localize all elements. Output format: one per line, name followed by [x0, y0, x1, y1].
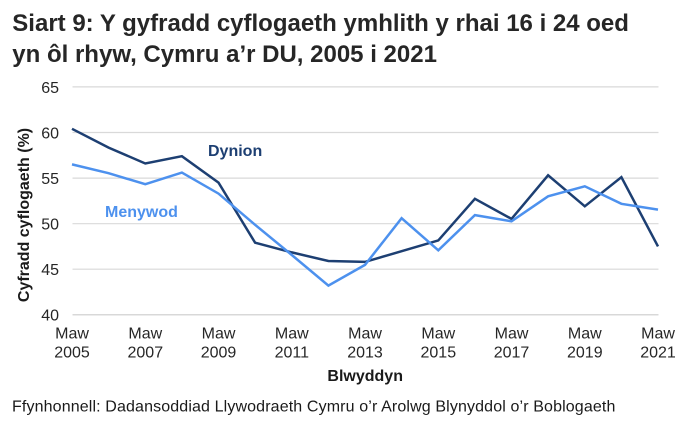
svg-text:2015: 2015 [421, 344, 457, 361]
svg-text:yn ôl rhyw, Cymru a’r DU, 2005: yn ôl rhyw, Cymru a’r DU, 2005 i 2021 [12, 41, 437, 68]
svg-text:2019: 2019 [567, 344, 603, 361]
svg-text:Maw: Maw [348, 326, 382, 343]
svg-text:Maw: Maw [128, 326, 162, 343]
svg-text:Maw: Maw [421, 326, 455, 343]
svg-text:Cyfradd cyflogaeth (%): Cyfradd cyflogaeth (%) [16, 128, 33, 302]
svg-text:55: 55 [41, 171, 59, 188]
svg-text:65: 65 [41, 80, 59, 97]
svg-text:Maw: Maw [275, 326, 309, 343]
svg-text:2017: 2017 [494, 344, 530, 361]
svg-text:2007: 2007 [128, 344, 164, 361]
svg-text:Maw: Maw [495, 326, 529, 343]
svg-text:2021: 2021 [640, 344, 676, 361]
svg-text:Blwyddyn: Blwyddyn [327, 368, 403, 385]
svg-text:Siart 9: Y gyfradd cyflogaeth: Siart 9: Y gyfradd cyflogaeth ymhlith y … [12, 10, 629, 37]
svg-text:Maw: Maw [202, 326, 236, 343]
svg-text:Maw: Maw [55, 326, 89, 343]
svg-text:40: 40 [41, 308, 59, 325]
svg-text:50: 50 [41, 217, 59, 234]
svg-text:45: 45 [41, 262, 59, 279]
svg-text:Menywod: Menywod [105, 204, 178, 221]
svg-text:2009: 2009 [201, 344, 237, 361]
svg-text:Ffynhonnell: Dadansoddiad Llyw: Ffynhonnell: Dadansoddiad Llywodraeth Cy… [12, 399, 616, 416]
svg-text:2013: 2013 [347, 344, 383, 361]
svg-text:Dynion: Dynion [208, 143, 262, 160]
svg-text:2005: 2005 [54, 344, 90, 361]
svg-text:Maw: Maw [568, 326, 602, 343]
svg-text:Maw: Maw [641, 326, 675, 343]
svg-text:60: 60 [41, 125, 59, 142]
svg-text:2011: 2011 [275, 344, 310, 361]
